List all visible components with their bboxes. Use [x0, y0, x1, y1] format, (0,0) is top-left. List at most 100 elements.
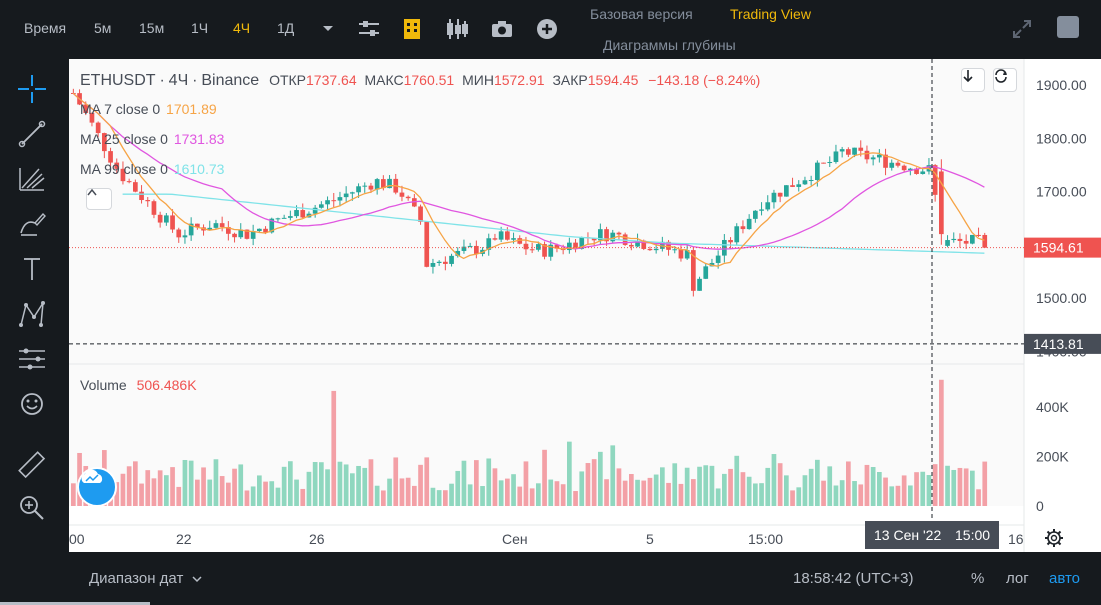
candle-body: [387, 178, 392, 189]
volume-bar: [765, 467, 771, 506]
volume-bar: [784, 475, 789, 506]
measure-icon[interactable]: [14, 341, 50, 377]
templates-icon[interactable]: [399, 16, 425, 42]
volume-bar: [232, 468, 237, 506]
volume-legend[interactable]: Volume 506.486K: [80, 377, 197, 393]
ruler-icon[interactable]: [14, 447, 50, 483]
chart-canvas[interactable]: 1900.001800.001700.001600.001500.001400.…: [69, 59, 1101, 552]
volume-bar: [660, 467, 665, 506]
volume-bar: [511, 474, 516, 506]
candle-body: [133, 182, 138, 192]
reset-chart-button[interactable]: [993, 68, 1017, 92]
volume-bar: [151, 478, 157, 506]
text-icon[interactable]: [14, 251, 50, 287]
emoji-icon[interactable]: [14, 386, 50, 422]
interval-1h[interactable]: 1Ч: [191, 20, 209, 36]
volume-bar: [703, 465, 709, 506]
chevron-down-icon: [191, 576, 202, 583]
volume-bar: [207, 479, 213, 506]
ma7-legend[interactable]: MA 7 close 0 1701.89: [80, 101, 217, 117]
candle-body: [120, 168, 126, 182]
volume-bar: [213, 459, 219, 506]
expand-icon[interactable]: [1009, 16, 1035, 42]
volume-bar: [833, 485, 839, 506]
volume-bar: [610, 445, 616, 506]
fullscreen-icon[interactable]: [1057, 16, 1079, 38]
time-axis-label: Сен: [502, 531, 528, 547]
candle-body: [207, 227, 213, 231]
candle-body: [486, 238, 492, 250]
collapse-legend-button[interactable]: [86, 188, 112, 210]
volume-bar: [852, 481, 857, 506]
date-range-button[interactable]: Диапазон дат: [89, 570, 202, 587]
volume-bar: [560, 484, 566, 506]
candle-body: [660, 241, 665, 249]
ma25-line: [72, 92, 985, 250]
trend-line-icon[interactable]: [14, 116, 50, 152]
volume-bar: [970, 470, 975, 506]
interval-time[interactable]: Время: [24, 20, 67, 36]
tradingview-logo[interactable]: [77, 467, 117, 507]
volume-bar: [945, 465, 950, 506]
candle-body: [467, 245, 473, 247]
tradingview-tab[interactable]: Trading View: [730, 6, 811, 22]
price-chart[interactable]: 1900.001800.001700.001600.001500.001400.…: [69, 59, 1101, 552]
scroll-indicator[interactable]: [0, 602, 150, 605]
auto-toggle[interactable]: авто: [1049, 570, 1081, 587]
candle-body: [734, 226, 740, 243]
candle-body: [492, 238, 498, 240]
candle-body: [331, 200, 337, 202]
candle-body: [548, 244, 554, 257]
basic-version-tab[interactable]: Базовая версия: [590, 6, 693, 22]
chart-type-icon[interactable]: [444, 16, 470, 42]
volume-bar: [176, 486, 182, 506]
candle-body: [591, 237, 597, 241]
crosshair-icon[interactable]: [14, 71, 50, 107]
candle-body: [102, 133, 107, 152]
time-axis-label: 5: [646, 531, 654, 547]
volume-bar: [951, 469, 957, 506]
volume-bar: [195, 479, 200, 506]
candle-body: [157, 214, 163, 223]
volume-bar: [926, 475, 932, 506]
pattern-icon[interactable]: [14, 296, 50, 332]
brush-icon[interactable]: [14, 206, 50, 242]
volume-bar: [294, 479, 299, 506]
candle-body: [808, 179, 814, 181]
volume-bar: [523, 461, 529, 506]
ma99-line: [122, 193, 985, 254]
bottom-toolbar: Диапазон дат 18:58:42 (UTC+3) % лог авто: [0, 552, 1101, 605]
interval-1d[interactable]: 1Д: [277, 20, 295, 36]
current-price-value: 1594.61: [1033, 240, 1084, 256]
ma25-legend[interactable]: MA 25 close 0 1731.83: [80, 131, 224, 147]
interval-4h[interactable]: 4Ч: [233, 20, 251, 36]
volume-bar: [908, 485, 913, 506]
candle-body: [703, 266, 709, 279]
candle-body: [870, 157, 876, 160]
scroll-to-latest-button[interactable]: [961, 68, 985, 92]
candle-body: [151, 201, 157, 215]
volume-label: Volume: [80, 377, 127, 393]
zoom-in-icon[interactable]: [14, 490, 50, 526]
percent-toggle[interactable]: %: [971, 570, 985, 587]
volume-bar: [815, 459, 820, 506]
interval-5m[interactable]: 5м: [94, 20, 112, 36]
log-toggle[interactable]: лог: [1006, 570, 1029, 587]
interval-15m[interactable]: 15м: [139, 20, 165, 36]
candle-body: [889, 162, 895, 168]
camera-icon[interactable]: [489, 16, 515, 42]
volume-bar: [492, 468, 498, 506]
volume-bar: [250, 486, 256, 506]
fib-icon[interactable]: [14, 161, 50, 197]
indicators-icon[interactable]: [356, 16, 382, 42]
candle-body: [294, 210, 299, 217]
candle-body: [765, 202, 771, 210]
drawing-toolbar: [0, 59, 64, 605]
chevron-down-icon[interactable]: [315, 16, 341, 42]
clock[interactable]: 18:58:42 (UTC+3): [793, 570, 914, 587]
ma99-legend[interactable]: MA 99 close 0 1610.73: [80, 161, 224, 177]
volume-bar: [790, 490, 795, 506]
depth-chart-tab[interactable]: Диаграммы глубины: [603, 37, 736, 53]
plus-icon[interactable]: [534, 16, 560, 42]
candle-body: [424, 221, 430, 267]
